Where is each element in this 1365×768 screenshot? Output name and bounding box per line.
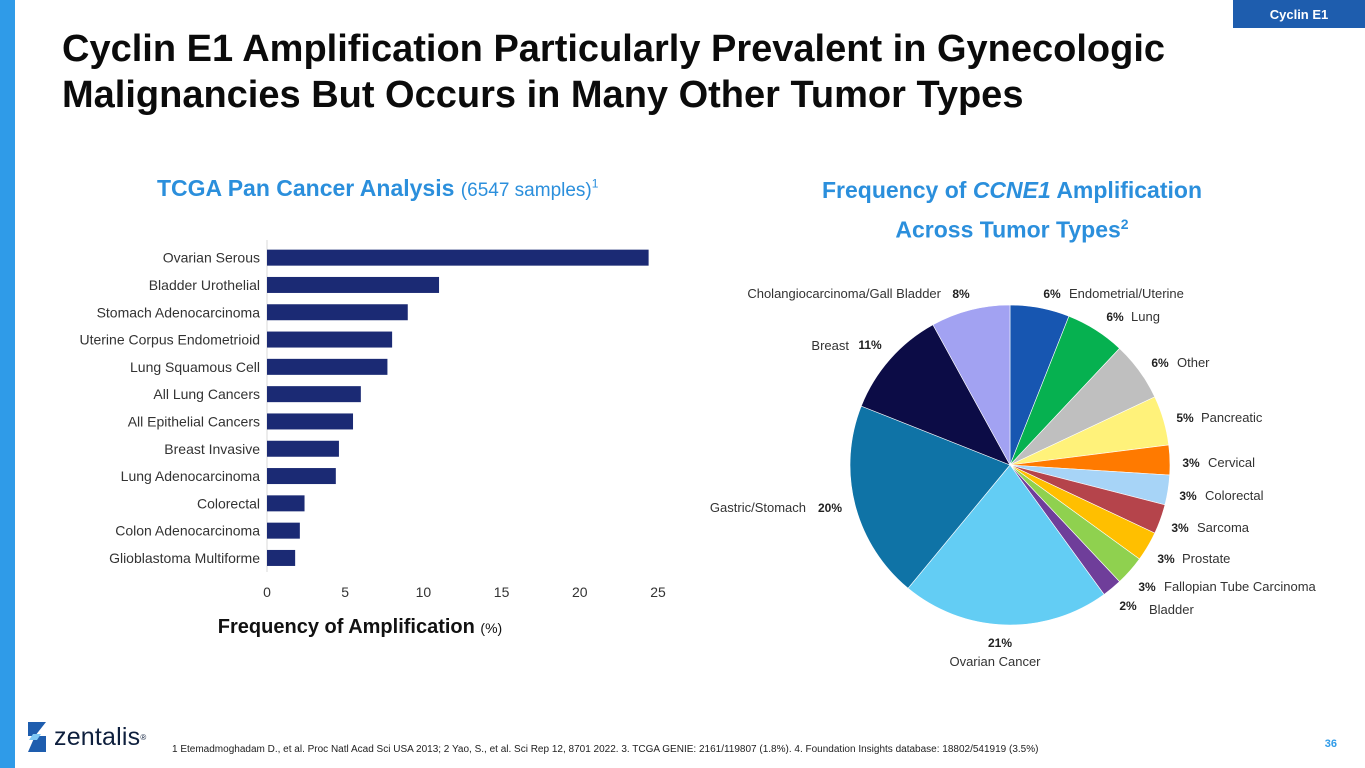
- bar-category-label: Ovarian Serous: [163, 250, 260, 266]
- bar-category-label: Colon Adenocarcinoma: [115, 523, 260, 539]
- charts-canvas: Ovarian Serous Bladder Urothelial Stomach …: [0, 0, 1365, 768]
- pie-slice-percent: 2%: [1119, 599, 1137, 613]
- pie-slice-label: Ovarian Cancer: [949, 654, 1041, 669]
- bar-category-label: Lung Squamous Cell: [130, 359, 260, 375]
- bar: [267, 523, 300, 539]
- pie-slice-label: Pancreatic: [1201, 410, 1263, 425]
- pie-slice-label: Other: [1177, 355, 1210, 370]
- pie-slice-label: Lung: [1131, 309, 1160, 324]
- pie-slice-percent: 6%: [1151, 356, 1169, 370]
- bar-category-label: Uterine Corpus Endometrioid: [79, 332, 260, 348]
- bar-x-tick-label: 20: [572, 584, 588, 600]
- pie-slice-label: Sarcoma: [1197, 520, 1250, 535]
- pie-slice-label: Endometrial/Uterine: [1069, 286, 1184, 301]
- footnote: 1 Etemadmoghadam D., et al. Proc Natl Ac…: [172, 744, 1038, 755]
- bar-x-tick-label: 10: [416, 584, 432, 600]
- bar-category-label: Glioblastoma Multiforme: [109, 550, 260, 566]
- bar: [267, 332, 392, 348]
- pie-slice-label: Bladder: [1149, 602, 1194, 617]
- pie-slice-percent: 6%: [1106, 310, 1124, 324]
- bar-x-tick-label: 15: [494, 584, 510, 600]
- bar: [267, 304, 408, 320]
- pie-slice-percent: 3%: [1157, 552, 1175, 566]
- bar: [267, 386, 361, 402]
- pie-slice-label: Colorectal: [1205, 488, 1264, 503]
- pie-slice-percent: 5%: [1176, 411, 1194, 425]
- pie-slice-label: Cholangiocarcinoma/Gall Bladder: [747, 286, 941, 301]
- bar-category-label: Bladder Urothelial: [149, 277, 260, 293]
- bar: [267, 359, 387, 375]
- bar-category-label: All Lung Cancers: [153, 386, 260, 402]
- pie-chart: 6% Endometrial/Uterine 6% Lung 6% Other 5% Panc…: [710, 286, 1317, 669]
- page-number: 36: [1325, 738, 1337, 750]
- pie-slice-percent: 3%: [1171, 521, 1189, 535]
- pie-slice-percent: 8%: [952, 287, 970, 301]
- pie-slice-percent: 6%: [1043, 287, 1061, 301]
- zentalis-logo: zentalis ®: [26, 720, 146, 754]
- logo-registered: ®: [140, 733, 146, 742]
- bar-category-label: Breast Invasive: [164, 441, 260, 457]
- bar: [267, 277, 439, 293]
- pie-slice-percent: 20%: [818, 501, 842, 515]
- pie-slice-percent: 11%: [858, 338, 882, 352]
- bar: [267, 468, 336, 484]
- bar-x-tick-label: 0: [263, 584, 271, 600]
- pie-slice-percent: 3%: [1179, 489, 1197, 503]
- bar-x-tick-label: 25: [650, 584, 666, 600]
- zentalis-mark-icon: [26, 720, 48, 754]
- logo-wordmark: zentalis: [54, 723, 140, 752]
- bar-x-tick-label: 5: [341, 584, 349, 600]
- bar-category-label: Stomach Adenocarcinoma: [97, 304, 261, 320]
- bar: [267, 250, 649, 266]
- bar-category-label: Colorectal: [197, 495, 260, 511]
- bar-x-axis-label: Frequency of Amplification (%): [218, 616, 502, 638]
- bar-x-axis-label-text: Frequency of Amplification: [218, 616, 481, 638]
- pie-slice-label: Fallopian Tube Carcinoma: [1164, 579, 1317, 594]
- pie-slice-label: Gastric/Stomach: [710, 500, 806, 515]
- bar: [267, 413, 353, 429]
- bar: [267, 441, 339, 457]
- bar-category-label: All Epithelial Cancers: [128, 413, 260, 429]
- pie-slice-label: Prostate: [1182, 551, 1230, 566]
- pie-slice-percent: 3%: [1138, 580, 1156, 594]
- pie-slice-label: Cervical: [1208, 455, 1255, 470]
- bar: [267, 495, 305, 511]
- pie-slice-label: Breast: [811, 338, 849, 353]
- bar-chart: Ovarian Serous Bladder Urothelial Stomach …: [79, 240, 666, 638]
- bar-category-label: Lung Adenocarcinoma: [121, 468, 261, 484]
- pie-slice-percent: 21%: [988, 636, 1012, 650]
- bar-x-axis-label-unit: (%): [480, 620, 502, 636]
- bar: [267, 550, 295, 566]
- pie-slice-percent: 3%: [1182, 456, 1200, 470]
